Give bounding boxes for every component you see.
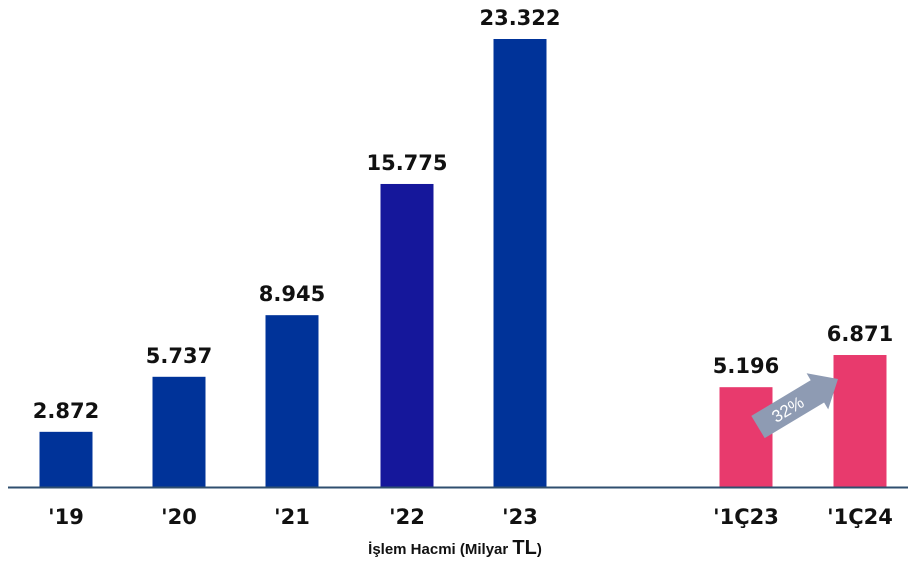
x-tick-1: '20 <box>161 505 197 529</box>
value-label-5: 5.196 <box>713 354 779 378</box>
growth-arrow-icon <box>751 373 838 439</box>
value-label-2: 8.945 <box>259 282 325 306</box>
x-axis-title-end: ) <box>537 541 542 558</box>
bar-6 <box>833 355 887 487</box>
x-tick-2: '21 <box>274 505 310 529</box>
bar-4 <box>493 39 547 487</box>
x-tick-5: '1Ç23 <box>713 505 779 529</box>
x-ticks-group: '19 '20 '21 '22 '23 '1Ç23 '1Ç24 <box>48 505 893 529</box>
value-label-3: 15.775 <box>366 151 447 175</box>
x-axis-title-main: İşlem Hacmi (Milyar <box>368 541 512 558</box>
value-label-6: 6.871 <box>827 322 893 346</box>
bars-group <box>39 39 887 487</box>
x-tick-4: '23 <box>502 505 538 529</box>
x-axis-title-unit: TL <box>512 537 536 559</box>
bar-1 <box>152 376 206 487</box>
x-tick-6: '1Ç24 <box>827 505 893 529</box>
bar-3 <box>380 183 434 487</box>
value-label-4: 23.322 <box>479 6 560 30</box>
bar-0 <box>39 431 93 487</box>
bar-5 <box>719 387 773 487</box>
bar-2 <box>265 315 319 487</box>
x-tick-3: '22 <box>389 505 425 529</box>
x-axis-title: İşlem Hacmi (Milyar TL) <box>368 537 542 559</box>
x-tick-0: '19 <box>48 505 84 529</box>
value-label-1: 5.737 <box>146 344 212 368</box>
value-labels-group: 2.872 5.737 8.945 15.775 23.322 5.196 6.871 <box>33 6 893 423</box>
value-label-0: 2.872 <box>33 399 99 423</box>
